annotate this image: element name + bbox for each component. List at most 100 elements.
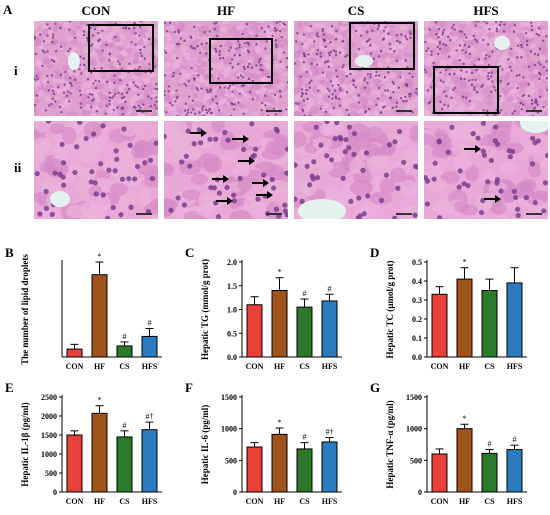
- x-tick-label: CON: [431, 497, 449, 506]
- vessel-lumen: [298, 199, 346, 219]
- bar: [481, 452, 498, 493]
- x-tick-label: HF: [94, 362, 105, 371]
- significance-mark: #†: [146, 412, 154, 421]
- x-tick-label: CON: [66, 362, 84, 371]
- y-tick-label: 0.0: [227, 353, 237, 362]
- y-tick-label: 1000: [221, 425, 237, 434]
- panel-letter: B: [5, 245, 14, 260]
- vessel-lumen: [494, 36, 510, 50]
- y-tick-label: 1000: [406, 425, 422, 434]
- scale-bar: [136, 110, 152, 112]
- chart-d: D Hepatic TC (µmol/g prot) 0.0 0.1 0.2 0.3 0.4…: [365, 240, 550, 375]
- x-tick-label: HFS: [142, 362, 158, 371]
- significance-mark: *: [278, 418, 282, 427]
- bar: [116, 345, 133, 358]
- y-tick-label: 2.0: [227, 258, 237, 267]
- column-header-hfs: HFS: [473, 3, 499, 18]
- x-tick-label: HF: [274, 362, 285, 371]
- bar: [321, 300, 338, 358]
- x-tick-label: HFS: [507, 497, 523, 506]
- significance-mark: #: [303, 289, 307, 298]
- x-tick-label: CON: [66, 497, 84, 506]
- x-tick-label: HF: [459, 362, 470, 371]
- zoom-region-box: [209, 38, 273, 84]
- chart-e: E Hepatic IL-1β (pg/ml) 0 500 1000 1500 2000 25…: [0, 375, 180, 510]
- bar: [66, 348, 83, 358]
- y-tick-label: 0: [53, 488, 57, 497]
- significance-mark: *: [463, 414, 467, 423]
- scale-bar: [396, 110, 412, 112]
- y-tick-label: 0.5: [412, 258, 422, 267]
- x-tick-label: HF: [459, 497, 470, 506]
- significance-mark: *: [278, 268, 282, 277]
- bar: [91, 412, 108, 493]
- y-tick-label: 1500: [221, 393, 237, 402]
- significance-mark: *: [98, 396, 102, 405]
- y-tick-label: 0: [233, 488, 237, 497]
- bar: [271, 290, 288, 358]
- bar: [456, 428, 473, 493]
- bar: [506, 282, 523, 358]
- scale-bar: [136, 213, 152, 215]
- significance-mark: #: [123, 421, 127, 430]
- y-tick-label: 0.1: [412, 334, 422, 343]
- significance-mark: #: [303, 433, 307, 442]
- y-tick-label: 0.0: [412, 353, 422, 362]
- y-tick-label: 1.5: [227, 282, 237, 291]
- lipid-droplet-arrow-icon: [484, 195, 501, 203]
- significance-mark: #: [513, 435, 517, 444]
- y-tick-label: 2000: [41, 412, 57, 421]
- column-header-hf: HF: [216, 3, 236, 18]
- bar: [116, 436, 133, 493]
- bar: [246, 304, 263, 358]
- lipid-droplet-arrow-icon: [238, 157, 255, 165]
- significance-mark: *: [98, 252, 102, 261]
- vessel-lumen: [520, 121, 548, 133]
- x-tick-label: CS: [119, 497, 130, 506]
- x-tick-label: CS: [299, 362, 310, 371]
- panel-letter: F: [185, 380, 193, 395]
- bar: [321, 441, 338, 493]
- y-tick-label: 0.3: [412, 296, 422, 305]
- micrograph-hf-low: [164, 21, 288, 116]
- scale-bar: [396, 213, 412, 215]
- vessel-lumen: [50, 191, 70, 207]
- bar: [481, 290, 498, 358]
- column-header-cs: CS: [347, 3, 365, 18]
- bar: [141, 429, 158, 493]
- x-tick-label: CS: [484, 497, 495, 506]
- scale-bar: [526, 213, 542, 215]
- bar: [431, 453, 448, 493]
- scale-bar: [266, 110, 282, 112]
- x-tick-label: HF: [274, 497, 285, 506]
- x-tick-label: CON: [431, 362, 449, 371]
- micrograph-cs-low: [294, 21, 418, 116]
- y-tick-label: 500: [410, 456, 422, 465]
- y-tick-label: 0.2: [412, 315, 422, 324]
- zoom-region-box: [88, 24, 154, 72]
- x-tick-label: CON: [246, 497, 264, 506]
- y-tick-label: 1500: [41, 431, 57, 440]
- significance-mark: #: [148, 319, 152, 328]
- column-header-con: CON: [81, 3, 111, 18]
- vessel-lumen: [355, 55, 373, 67]
- bar: [296, 448, 313, 493]
- scale-bar: [526, 110, 542, 112]
- chart-g: G Hepatic TNF-α (pg/ml) 0 500 1000 1500 CON * HF…: [365, 375, 550, 510]
- y-tick-label: 500: [45, 469, 57, 478]
- x-tick-label: CON: [246, 362, 264, 371]
- y-tick-label: 2500: [41, 393, 57, 402]
- y-tick-label: 1500: [406, 393, 422, 402]
- bar: [456, 278, 473, 358]
- lipid-droplet-arrow-icon: [232, 135, 249, 143]
- significance-mark: #†: [326, 428, 334, 437]
- y-axis-label: Hepatic TG (mmol/g prot): [200, 259, 210, 360]
- y-axis-label: Hepatic TC (µmol/g prot): [385, 260, 395, 358]
- micrograph-cs-high: [294, 121, 418, 219]
- y-tick-label: 1000: [41, 450, 57, 459]
- lipid-droplet-arrow-icon: [256, 191, 273, 199]
- y-axis-label: Hepatic IL-6 (pg/ml): [200, 405, 210, 485]
- x-tick-label: HF: [94, 497, 105, 506]
- y-axis-label: Hepatic TNF-α (pg/ml): [385, 400, 395, 488]
- chart-c: C Hepatic TG (mmol/g prot) 0.0 0.5 1.0 1.5 2.0…: [180, 240, 365, 375]
